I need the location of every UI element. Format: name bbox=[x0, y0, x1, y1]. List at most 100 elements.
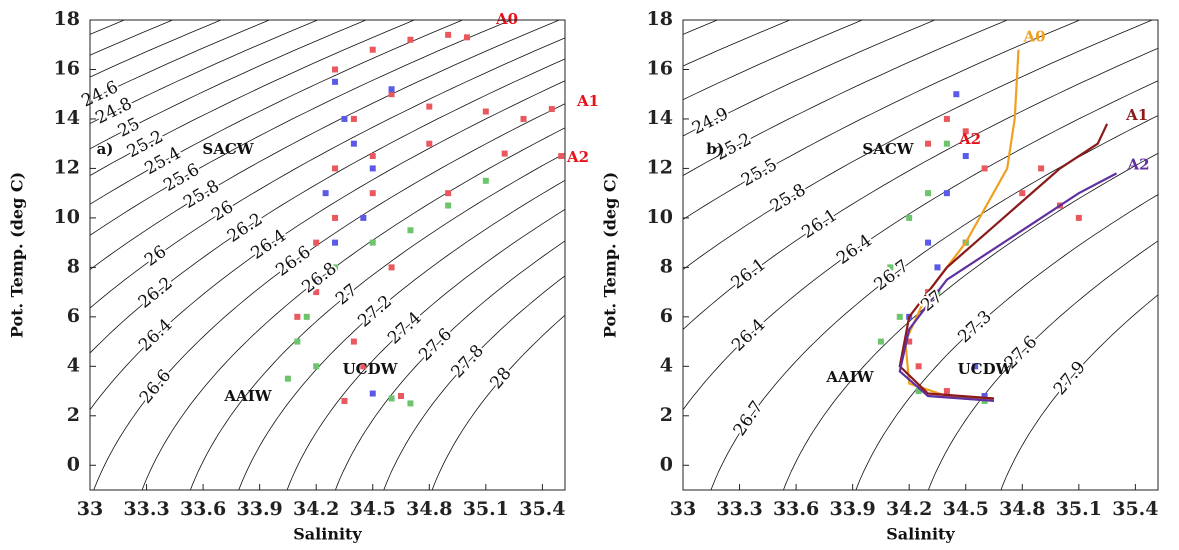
x-tick-label: 34.2 bbox=[293, 498, 339, 520]
x-tick-label: 35.4 bbox=[519, 498, 565, 520]
data-point bbox=[407, 36, 414, 43]
isopycnal bbox=[90, 80, 565, 411]
data-point bbox=[313, 276, 320, 283]
isopycnal bbox=[431, 314, 565, 490]
y-tick-label: 4 bbox=[660, 354, 673, 376]
annotation: UCDW bbox=[343, 360, 399, 378]
data-point bbox=[943, 140, 950, 147]
data-point bbox=[332, 165, 339, 172]
y-tick-label: 16 bbox=[647, 57, 673, 79]
y-tick-label: 6 bbox=[67, 305, 80, 327]
data-point bbox=[332, 66, 339, 73]
data-point bbox=[548, 106, 555, 113]
isopycnal bbox=[90, 20, 463, 205]
x-tick-label: 35.1 bbox=[463, 498, 509, 520]
data-point bbox=[925, 239, 932, 246]
data-point bbox=[398, 393, 405, 399]
data-point bbox=[1019, 190, 1026, 197]
data-point bbox=[294, 338, 301, 345]
annotation: A1 bbox=[576, 92, 599, 110]
x-tick-label: 33 bbox=[670, 498, 696, 520]
y-tick-label: 12 bbox=[647, 156, 673, 178]
isopycnal bbox=[90, 20, 560, 271]
data-point bbox=[341, 115, 348, 122]
data-point bbox=[332, 214, 339, 221]
series-label: A0 bbox=[1022, 28, 1045, 46]
isopycnal bbox=[855, 194, 1158, 490]
data-point bbox=[313, 363, 320, 370]
data-point bbox=[877, 338, 884, 345]
x-tick-label: 34.2 bbox=[886, 498, 932, 520]
data-point bbox=[943, 190, 950, 197]
data-point bbox=[294, 313, 301, 320]
isopycnal bbox=[286, 208, 565, 490]
contours bbox=[90, 20, 565, 490]
data-point bbox=[1038, 165, 1045, 172]
annotation: UCDW bbox=[958, 360, 1014, 378]
data-point bbox=[369, 46, 376, 53]
data-point bbox=[350, 338, 357, 345]
isopycnal bbox=[90, 20, 415, 177]
x-tick-label: 33.6 bbox=[773, 498, 819, 520]
data-point bbox=[407, 400, 414, 407]
data-point bbox=[341, 397, 348, 404]
x-tick-label: 33.3 bbox=[716, 498, 762, 520]
isopycnal bbox=[683, 20, 935, 137]
data-point bbox=[407, 227, 414, 234]
data-point bbox=[1075, 214, 1082, 221]
panel: 24.624.82525.225.425.625.8262626.226.226… bbox=[8, 8, 600, 544]
data-point bbox=[953, 91, 960, 98]
annotation: A2 bbox=[958, 130, 981, 148]
data-point bbox=[369, 390, 376, 397]
isopycnal bbox=[90, 37, 565, 309]
data-point bbox=[284, 375, 291, 382]
x-axis-label: Salinity bbox=[886, 525, 955, 544]
profile-line bbox=[898, 123, 1109, 400]
data-point bbox=[943, 115, 950, 122]
data-point bbox=[934, 264, 941, 271]
x-tick-label: 34.8 bbox=[406, 498, 452, 520]
y-tick-label: 6 bbox=[660, 305, 673, 327]
annotation: SACW bbox=[862, 140, 914, 158]
data-point bbox=[332, 239, 339, 246]
annotation: SACW bbox=[202, 140, 254, 158]
y-tick-label: 0 bbox=[660, 453, 673, 475]
isopycnal bbox=[90, 20, 512, 236]
y-axis-label: Pot. Temp. (deg C) bbox=[8, 172, 27, 338]
isopycnal bbox=[238, 179, 565, 490]
isopycnal bbox=[1000, 294, 1158, 490]
y-tick-label: 8 bbox=[660, 255, 673, 277]
data-point bbox=[906, 338, 913, 345]
annotation: A2 bbox=[566, 148, 589, 166]
x-tick-label: 34.8 bbox=[999, 498, 1045, 520]
data-point bbox=[445, 31, 452, 38]
data-point bbox=[303, 313, 310, 320]
data-point bbox=[388, 395, 395, 402]
frame bbox=[682, 19, 1159, 491]
data-point bbox=[887, 264, 894, 271]
annotation: AAIW bbox=[223, 387, 272, 405]
isopycnal bbox=[683, 20, 1080, 220]
data-point bbox=[463, 34, 470, 41]
y-tick-label: 2 bbox=[660, 404, 673, 426]
data-point bbox=[426, 140, 433, 147]
data-point bbox=[313, 289, 320, 296]
x-tick-label: 35.1 bbox=[1056, 498, 1102, 520]
y-tick-label: 14 bbox=[647, 107, 673, 129]
data-point bbox=[943, 388, 950, 395]
frame bbox=[89, 19, 566, 491]
x-tick-label: 33.9 bbox=[237, 498, 283, 520]
x-tick-label: 33.9 bbox=[830, 498, 876, 520]
data-point bbox=[360, 214, 367, 221]
data-point bbox=[426, 103, 433, 110]
y-tick-label: 14 bbox=[54, 107, 80, 129]
data-point bbox=[962, 153, 969, 160]
data-point bbox=[445, 190, 452, 197]
data-point bbox=[350, 140, 357, 147]
series-label: A1 bbox=[1125, 106, 1148, 124]
y-axis-label: Pot. Temp. (deg C) bbox=[601, 172, 620, 338]
x-axis-label: Salinity bbox=[293, 525, 362, 544]
y-tick-label: 12 bbox=[54, 156, 80, 178]
panel: A0A1A224.925.225.525.826.126.126.426.426… bbox=[601, 8, 1159, 544]
annotation: AAIW bbox=[825, 368, 874, 386]
